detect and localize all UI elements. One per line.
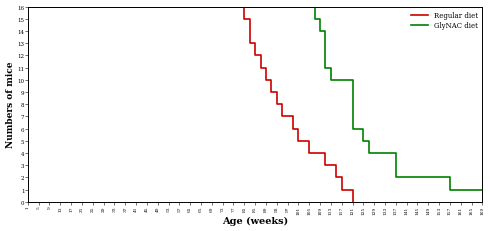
GlyNAC diet (322, 67, 328, 70)
Regular diet (252, 43, 258, 45)
Regular diet (301, 140, 307, 143)
Regular diet (198, 6, 204, 9)
Regular diet (349, 188, 355, 191)
Regular diet (269, 79, 274, 82)
Regular diet (285, 116, 291, 118)
GlyNAC diet (415, 176, 420, 179)
Regular diet (328, 164, 334, 167)
Regular diet (339, 176, 344, 179)
GlyNAC diet (349, 128, 355, 131)
GlyNAC diet (480, 188, 486, 191)
Regular diet (322, 164, 328, 167)
Regular diet (317, 152, 323, 155)
Regular diet (322, 152, 328, 155)
Regular diet (279, 116, 285, 118)
GlyNAC diet (322, 30, 328, 33)
X-axis label: Age (weeks): Age (weeks) (222, 216, 288, 225)
Regular diet (285, 116, 291, 118)
Regular diet (339, 188, 344, 191)
Regular diet (344, 188, 350, 191)
GlyNAC diet (306, 6, 312, 9)
Regular diet (274, 103, 280, 106)
GlyNAC diet (317, 30, 323, 33)
Regular diet (328, 164, 334, 167)
GlyNAC diet (480, 188, 486, 191)
GlyNAC diet (361, 128, 367, 131)
Regular diet (306, 140, 312, 143)
GlyNAC diet (312, 18, 318, 21)
GlyNAC diet (447, 188, 453, 191)
Regular diet (258, 67, 264, 70)
Regular diet (198, 6, 204, 9)
Line: GlyNAC diet: GlyNAC diet (28, 8, 483, 190)
Regular diet (263, 79, 269, 82)
GlyNAC diet (393, 176, 399, 179)
GlyNAC diet (361, 140, 367, 143)
GlyNAC diet (333, 79, 339, 82)
GlyNAC diet (371, 152, 377, 155)
GlyNAC diet (306, 6, 312, 9)
Y-axis label: Numbers of mice: Numbers of mice (5, 62, 15, 148)
Regular diet (247, 43, 253, 45)
GlyNAC diet (371, 152, 377, 155)
Regular diet (279, 103, 285, 106)
Regular diet (269, 91, 274, 94)
Regular diet (295, 140, 301, 143)
Regular diet (349, 201, 355, 203)
Line: Regular diet: Regular diet (28, 8, 352, 202)
Regular diet (295, 128, 301, 131)
GlyNAC diet (328, 79, 334, 82)
Regular diet (25, 6, 31, 9)
Regular diet (290, 128, 296, 131)
Regular diet (258, 55, 264, 58)
GlyNAC diet (317, 18, 323, 21)
Legend: Regular diet, GlyNAC diet: Regular diet, GlyNAC diet (409, 11, 479, 32)
GlyNAC diet (393, 152, 399, 155)
GlyNAC diet (415, 176, 420, 179)
GlyNAC diet (333, 79, 339, 82)
GlyNAC diet (366, 152, 372, 155)
Regular diet (247, 18, 253, 21)
GlyNAC diet (312, 6, 318, 9)
Regular diet (333, 176, 339, 179)
Regular diet (344, 188, 350, 191)
GlyNAC diet (328, 67, 334, 70)
Regular diet (333, 164, 339, 167)
Regular diet (242, 6, 247, 9)
Regular diet (263, 67, 269, 70)
GlyNAC diet (366, 140, 372, 143)
Regular diet (301, 140, 307, 143)
GlyNAC diet (447, 176, 453, 179)
Regular diet (252, 55, 258, 58)
Regular diet (242, 18, 247, 21)
GlyNAC diet (25, 6, 31, 9)
GlyNAC diet (349, 79, 355, 82)
Regular diet (306, 152, 312, 155)
Regular diet (290, 116, 296, 118)
Regular diet (317, 152, 323, 155)
Regular diet (274, 91, 280, 94)
